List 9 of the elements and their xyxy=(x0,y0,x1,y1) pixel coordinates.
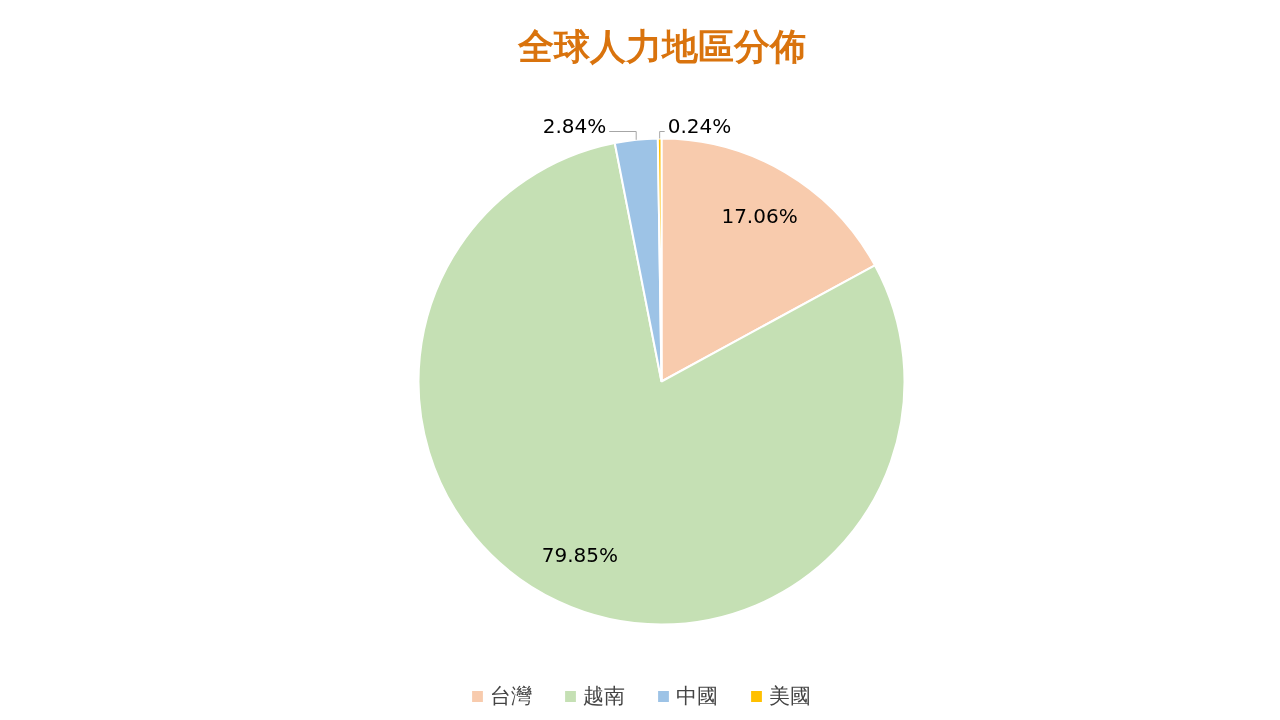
chart-title: 全球人力地區分佈 xyxy=(516,26,806,67)
data-label: 79.85% xyxy=(541,543,618,568)
legend-label: 美國 xyxy=(769,683,811,710)
data-label: 0.24% xyxy=(667,113,732,138)
data-label: 2.84% xyxy=(542,113,607,138)
data-label: 17.06% xyxy=(721,204,798,229)
legend-label: 越南 xyxy=(583,683,625,710)
legend-label: 中國 xyxy=(676,683,718,710)
legend-label: 台灣 xyxy=(490,683,532,710)
